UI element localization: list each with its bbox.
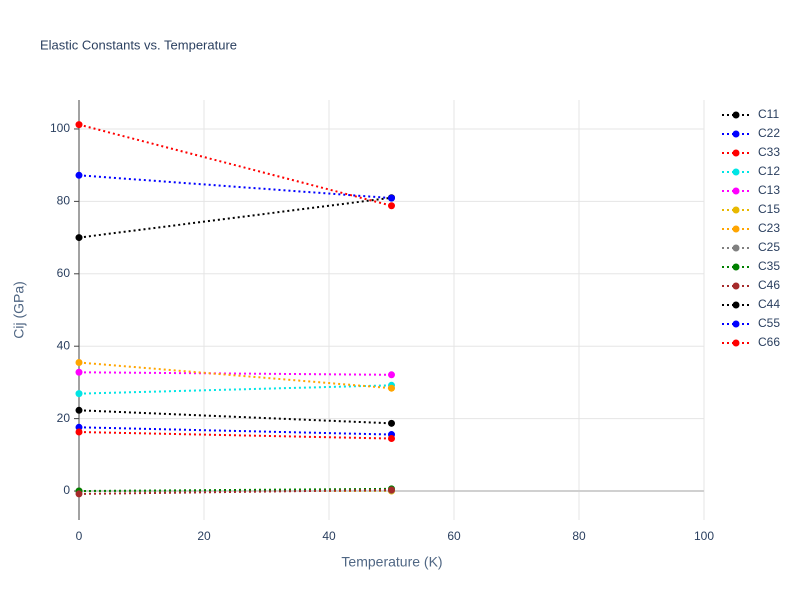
- y-tick-label: 40: [57, 338, 71, 352]
- series-line: [78, 384, 392, 395]
- x-tick-label: 80: [572, 529, 586, 543]
- chart-title: Elastic Constants vs. Temperature: [40, 37, 237, 52]
- legend-label: C66: [758, 335, 780, 349]
- legend-marker: [732, 149, 740, 157]
- legend-label: C46: [758, 278, 780, 292]
- series-line: [78, 123, 392, 207]
- series-line: [78, 361, 392, 390]
- x-tick-label: 60: [447, 529, 461, 543]
- x-tick-label: 0: [76, 529, 83, 543]
- legend-label: C35: [758, 259, 780, 273]
- y-tick-label: 0: [63, 483, 70, 497]
- legend-label: C11: [758, 107, 779, 121]
- y-axis-title: Cij (GPa): [11, 281, 27, 339]
- point: [75, 121, 83, 129]
- point: [75, 406, 83, 414]
- point: [388, 486, 395, 494]
- point: [75, 428, 83, 436]
- legend-label: C33: [758, 145, 780, 159]
- x-tick-label: 100: [694, 529, 714, 543]
- series-line: [78, 196, 392, 239]
- legend-marker: [732, 206, 740, 214]
- series-line: [78, 426, 392, 436]
- y-tick-label: 80: [57, 194, 71, 208]
- point: [75, 490, 83, 498]
- legend-marker: [732, 225, 740, 233]
- point: [75, 359, 83, 366]
- point: [388, 419, 395, 427]
- legend-label: C15: [758, 202, 780, 216]
- legend-marker: [732, 130, 740, 138]
- series-line: [78, 488, 392, 495]
- point: [388, 194, 395, 202]
- x-tick-label: 20: [197, 529, 211, 543]
- legend-label: C23: [758, 221, 780, 235]
- point: [75, 368, 83, 376]
- legend-marker: [732, 320, 740, 328]
- legend-label: C12: [758, 164, 780, 178]
- point: [388, 371, 395, 379]
- series-line: [78, 174, 392, 200]
- legend-marker: [732, 282, 740, 290]
- series-line: [78, 487, 392, 493]
- legend-marker: [732, 244, 740, 252]
- point: [75, 234, 83, 242]
- point: [75, 390, 83, 398]
- x-axis-title: Temperature (K): [341, 554, 442, 570]
- point: [75, 171, 83, 179]
- x-tick-label: 40: [322, 529, 336, 543]
- y-tick-label: 20: [57, 411, 71, 425]
- legend-label: C25: [758, 240, 780, 254]
- legend-marker: [732, 168, 740, 176]
- y-tick-label: 100: [50, 121, 70, 135]
- legend-marker: [732, 111, 740, 119]
- legend-label: C44: [758, 297, 780, 311]
- legend-label: C22: [758, 126, 780, 140]
- legend-marker: [732, 187, 740, 195]
- legend-label: C13: [758, 183, 780, 197]
- series-line: [78, 409, 392, 425]
- point: [388, 202, 395, 210]
- series-line: [78, 431, 392, 440]
- legend-marker: [732, 301, 740, 309]
- series-line: [78, 371, 392, 376]
- point: [388, 384, 395, 392]
- legend-marker: [732, 263, 740, 271]
- legend-marker: [732, 339, 740, 347]
- y-tick-label: 60: [57, 266, 71, 280]
- point: [388, 435, 395, 443]
- legend-label: C55: [758, 316, 780, 330]
